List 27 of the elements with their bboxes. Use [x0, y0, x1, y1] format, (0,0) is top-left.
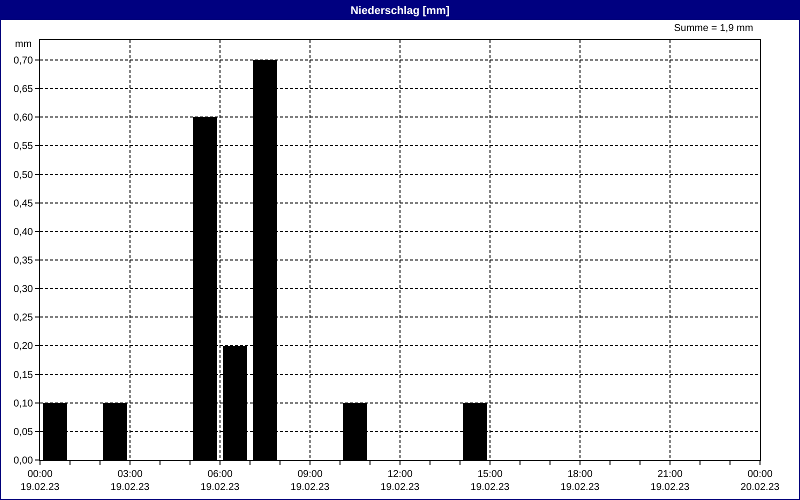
- y-tick-label: 0,00: [14, 456, 34, 466]
- y-tick-label: 0,30: [14, 284, 34, 296]
- y-tick-label: 0,05: [14, 426, 34, 438]
- x-tick-label: 03:00 19.02.23: [110, 469, 150, 493]
- x-tick-label: 06:00 19.02.23: [200, 469, 240, 493]
- y-tick-label: 0,70: [14, 56, 34, 66]
- chart-title: Niederschlag [mm]: [350, 4, 450, 17]
- y-tick-label: 0,60: [14, 112, 34, 124]
- text: Summe = 1,9 mm: [674, 23, 754, 34]
- y-tick-label: 0,15: [14, 370, 34, 381]
- y-tick-label: 0,25: [14, 312, 34, 324]
- y-tick-label: 0,35: [14, 256, 34, 266]
- y-tick-label: 0,40: [14, 226, 34, 238]
- y-axis-title: mm: [15, 39, 32, 50]
- x-tick-label: 12:00 19.02.23: [380, 469, 420, 493]
- x-tick-label: 21:00 19.02.23: [650, 469, 690, 493]
- x-tick-label: 15:00 19.02.23: [470, 469, 510, 493]
- x-tick-label: 09:00 19.02.23: [290, 469, 330, 493]
- y-tick-label: 0,10: [14, 398, 34, 410]
- x-tick-label: 00:00 19.02.23: [20, 469, 60, 493]
- y-tick-label: 0,65: [14, 84, 34, 96]
- x-tick-label: 18:00 19.02.23: [560, 469, 600, 493]
- y-tick-label: 0,20: [14, 341, 34, 352]
- y-tick-label: 0,45: [14, 198, 34, 210]
- y-tick-label: 0,55: [14, 141, 34, 152]
- x-tick-label: 00:00 20.02.23: [740, 469, 780, 493]
- y-tick-label: 0,50: [14, 170, 34, 181]
